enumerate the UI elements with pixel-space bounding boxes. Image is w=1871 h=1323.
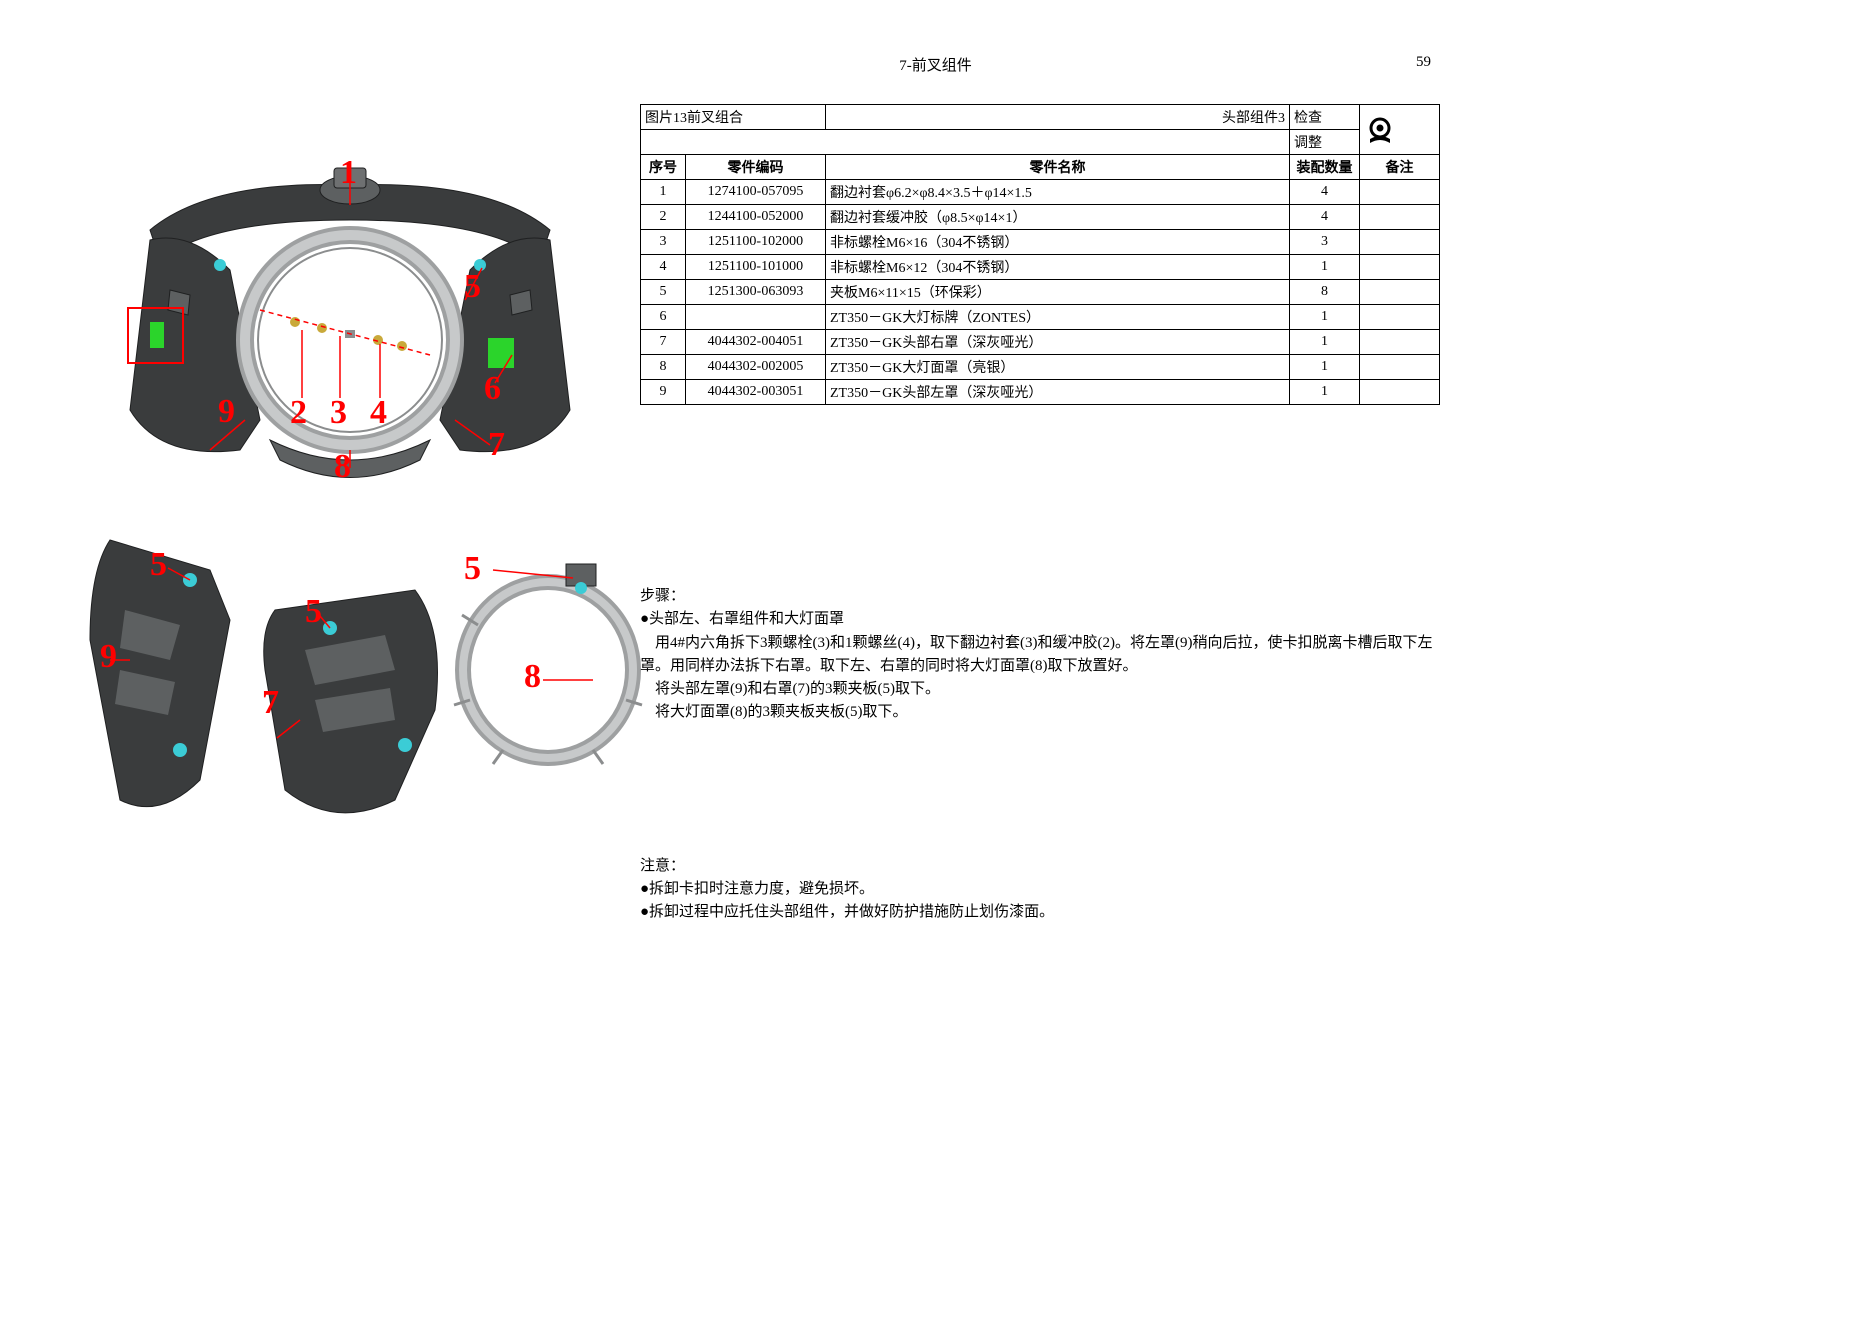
brand-logo-icon — [1364, 115, 1396, 145]
steps-line-3: 将大灯面罩(8)的3颗夹板夹板(5)取下。 — [640, 701, 1440, 724]
cell-name: 非标螺栓M6×16（304不锈钢） — [826, 230, 1290, 255]
cell-seq: 2 — [641, 205, 686, 230]
table-caption-right: 头部组件3 — [826, 105, 1290, 130]
callout-3: 3 — [330, 396, 347, 430]
cell-name: ZT350－GK大灯面罩（亮银） — [826, 355, 1290, 380]
table-row: 41251100-101000非标螺栓M6×12（304不锈钢）1 — [641, 255, 1440, 280]
cell-qty: 3 — [1290, 230, 1360, 255]
cell-code: 1244100-052000 — [686, 205, 826, 230]
cell-name: 夹板M6×11×15（环保彩） — [826, 280, 1290, 305]
callout-8: 8 — [334, 450, 351, 484]
cell-seq: 9 — [641, 380, 686, 405]
cell-name: 翻边衬套缓冲胶（φ8.5×φ14×1） — [826, 205, 1290, 230]
cell-note — [1360, 305, 1440, 330]
cell-seq: 4 — [641, 255, 686, 280]
cell-seq: 3 — [641, 230, 686, 255]
col-header-code: 零件编码 — [686, 155, 826, 180]
cell-note — [1360, 205, 1440, 230]
cell-qty: 4 — [1290, 180, 1360, 205]
cell-note — [1360, 380, 1440, 405]
col-header-qty: 装配数量 — [1290, 155, 1360, 180]
table-row: 31251100-102000非标螺栓M6×16（304不锈钢）3 — [641, 230, 1440, 255]
cell-code: 4044302-004051 — [686, 330, 826, 355]
cell-qty: 1 — [1290, 330, 1360, 355]
callout-sec-5a: 5 — [150, 548, 167, 582]
callout-1: 1 — [340, 156, 357, 190]
cell-name: ZT350－GK大灯标牌（ZONTES） — [826, 305, 1290, 330]
callout-6: 6 — [484, 372, 501, 406]
table-caption-spacer — [641, 130, 1290, 155]
table-row: 74044302-004051ZT350－GK头部右罩（深灰哑光）1 — [641, 330, 1440, 355]
cell-seq: 5 — [641, 280, 686, 305]
parts-table: 图片13前叉组合 头部组件3 检查 调整 序号 零件编码 零件名称 装配数量 备… — [640, 104, 1440, 405]
steps-block: 步骤： ●头部左、右罩组件和大灯面罩 用4#内六角拆下3颗螺栓(3)和1颗螺丝(… — [640, 585, 1440, 725]
logo-cell — [1360, 105, 1440, 155]
cell-code: 1251100-102000 — [686, 230, 826, 255]
table-row: 94044302-003051ZT350－GK头部左罩（深灰哑光）1 — [641, 380, 1440, 405]
cell-note — [1360, 230, 1440, 255]
callout-sec-5c: 5 — [464, 552, 481, 586]
cell-qty: 1 — [1290, 255, 1360, 280]
cell-qty: 8 — [1290, 280, 1360, 305]
steps-line-1: 用4#内六角拆下3颗螺栓(3)和1颗螺丝(4)，取下翻边衬套(3)和缓冲胶(2)… — [640, 632, 1440, 679]
cell-qty: 1 — [1290, 355, 1360, 380]
figure-area: 1 5 2 3 4 6 9 7 8 5 9 — [70, 150, 630, 850]
cell-name: 翻边衬套φ6.2×φ8.4×3.5＋φ14×1.5 — [826, 180, 1290, 205]
callout-sec-5b: 5 — [305, 595, 322, 629]
callout-sec-7: 7 — [262, 686, 279, 720]
callout-5a: 5 — [464, 270, 481, 304]
cell-seq: 6 — [641, 305, 686, 330]
cell-seq: 7 — [641, 330, 686, 355]
callout-7: 7 — [488, 428, 505, 462]
table-caption-left: 图片13前叉组合 — [641, 105, 826, 130]
cell-code: 1251300-063093 — [686, 280, 826, 305]
callout-4: 4 — [370, 396, 387, 430]
cell-note — [1360, 280, 1440, 305]
col-header-name: 零件名称 — [826, 155, 1290, 180]
cell-qty: 1 — [1290, 380, 1360, 405]
steps-line-0: ●头部左、右罩组件和大灯面罩 — [640, 608, 1440, 631]
col-header-note: 备注 — [1360, 155, 1440, 180]
cell-qty: 4 — [1290, 205, 1360, 230]
table-row: 84044302-002005ZT350－GK大灯面罩（亮银）1 — [641, 355, 1440, 380]
cell-code — [686, 305, 826, 330]
notes-block: 注意： ●拆卸卡扣时注意力度，避免损坏。 ●拆卸过程中应托住头部组件，并做好防护… — [640, 855, 1440, 925]
cell-note — [1360, 180, 1440, 205]
cell-code: 4044302-002005 — [686, 355, 826, 380]
cell-name: ZT350－GK头部右罩（深灰哑光） — [826, 330, 1290, 355]
assembly-illustration — [90, 150, 610, 480]
cell-code: 1251100-101000 — [686, 255, 826, 280]
callout-sec-8: 8 — [524, 660, 541, 694]
cell-seq: 8 — [641, 355, 686, 380]
table-row: 11274100-057095翻边衬套φ6.2×φ8.4×3.5＋φ14×1.5… — [641, 180, 1440, 205]
callout-9: 9 — [218, 395, 235, 429]
cell-name: 非标螺栓M6×12（304不锈钢） — [826, 255, 1290, 280]
callout-2: 2 — [290, 396, 307, 430]
cell-qty: 1 — [1290, 305, 1360, 330]
figure-main-assembly: 1 5 2 3 4 6 9 7 8 — [90, 150, 610, 480]
cell-seq: 1 — [641, 180, 686, 205]
page-number: 59 — [1416, 54, 1431, 71]
notes-line-1: ●拆卸过程中应托住头部组件，并做好防护措施防止划伤漆面。 — [640, 901, 1440, 924]
cell-name: ZT350－GK头部左罩（深灰哑光） — [826, 380, 1290, 405]
steps-heading: 步骤： — [640, 585, 1440, 608]
table-check-label: 检查 — [1290, 105, 1360, 130]
figure-secondary-parts: 5 9 5 7 — [70, 500, 630, 850]
right-column: 图片13前叉组合 头部组件3 检查 调整 序号 零件编码 零件名称 装配数量 备… — [640, 104, 1440, 924]
cell-note — [1360, 330, 1440, 355]
table-adjust-label: 调整 — [1290, 130, 1360, 155]
col-header-seq: 序号 — [641, 155, 686, 180]
cell-code: 4044302-003051 — [686, 380, 826, 405]
callout-sec-9: 9 — [100, 640, 117, 674]
cell-note — [1360, 355, 1440, 380]
notes-heading: 注意： — [640, 855, 1440, 878]
table-row: 6 ZT350－GK大灯标牌（ZONTES）1 — [641, 305, 1440, 330]
table-row: 21244100-052000翻边衬套缓冲胶（φ8.5×φ14×1）4 — [641, 205, 1440, 230]
steps-line-2: 将头部左罩(9)和右罩(7)的3颗夹板(5)取下。 — [640, 678, 1440, 701]
cell-note — [1360, 255, 1440, 280]
notes-line-0: ●拆卸卡扣时注意力度，避免损坏。 — [640, 878, 1440, 901]
table-row: 51251300-063093夹板M6×11×15（环保彩）8 — [641, 280, 1440, 305]
section-title: 7-前叉组件 — [0, 54, 1871, 75]
cell-code: 1274100-057095 — [686, 180, 826, 205]
